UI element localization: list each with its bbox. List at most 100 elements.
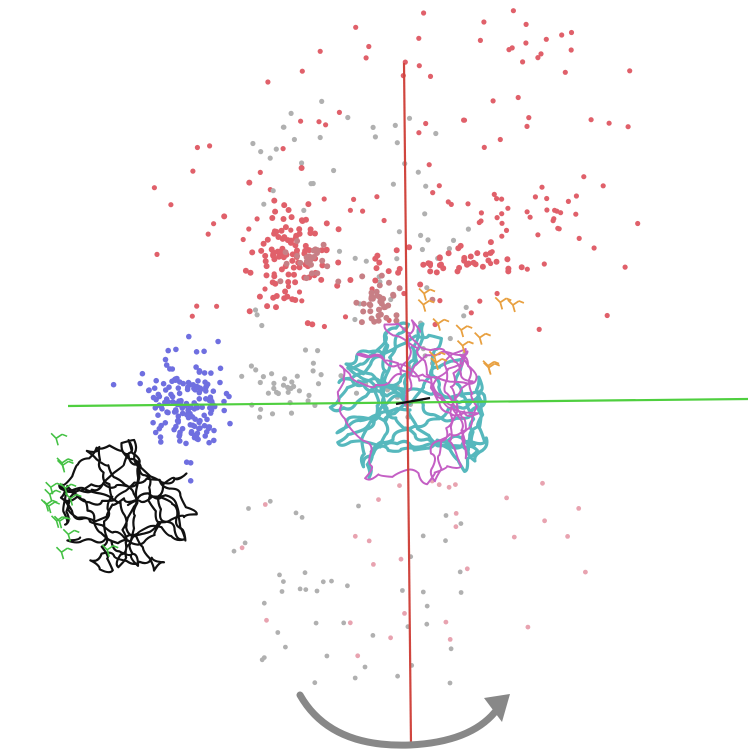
grey-particle (394, 256, 400, 262)
red-particle (448, 201, 454, 207)
grey-particle (415, 169, 421, 175)
red-particle (467, 253, 474, 260)
blue-particle (183, 459, 190, 466)
grey-particle (406, 115, 413, 121)
red-particle (257, 169, 263, 175)
grey-particle (420, 533, 426, 539)
rose-particle (294, 252, 301, 259)
grey-particle (331, 167, 337, 174)
blue-particle (157, 434, 164, 440)
rose-particle (375, 312, 382, 319)
red-particle (381, 217, 387, 224)
red-particle (523, 21, 529, 27)
red-particle (523, 40, 529, 46)
grey-particle (424, 285, 430, 291)
grey-particle (275, 390, 281, 397)
red-particle (285, 207, 292, 213)
blue-particle (177, 438, 183, 444)
pink-particle (262, 502, 268, 507)
blue-particle (188, 428, 195, 435)
red-particle (373, 265, 380, 272)
rose-particle (359, 273, 366, 280)
grey-particle (341, 620, 347, 626)
rose-particle (378, 272, 385, 279)
blue-particle (199, 404, 205, 411)
grey-particle (315, 348, 321, 354)
grey-particle (446, 246, 452, 252)
red-particle (281, 234, 288, 241)
rose-particle (376, 306, 382, 313)
blue-particle (193, 364, 199, 370)
red-particle (336, 109, 342, 115)
red-particle (214, 303, 220, 309)
grey-particle (315, 381, 322, 387)
grey-particle (248, 363, 254, 369)
blue-particle (217, 379, 223, 386)
red-particle (543, 36, 549, 42)
red-particle (503, 227, 510, 233)
ligand-stick (455, 324, 473, 338)
red-particle (536, 326, 542, 332)
blue-particle (208, 370, 214, 376)
ligand-stick (432, 317, 450, 331)
ligand-stick (43, 500, 61, 514)
red-particle (281, 202, 288, 209)
pink-particle (398, 556, 404, 562)
origin-marker (395, 396, 431, 406)
grey-particle (392, 122, 398, 128)
grey-particle (293, 510, 299, 516)
grey-particle (352, 675, 358, 681)
blue-particle (197, 425, 203, 431)
pink-particle (376, 497, 381, 502)
red-particle (293, 232, 300, 239)
red-particle (363, 55, 369, 61)
red-particle (342, 314, 349, 320)
ligand-stick (55, 546, 73, 560)
red-particle (278, 266, 285, 273)
blue-particle (221, 398, 227, 405)
cyan-protein-ribbon (328, 321, 489, 480)
red-particle (321, 323, 327, 330)
red-particle (568, 29, 575, 36)
red-particle (472, 261, 479, 268)
ligand-stick (53, 515, 71, 529)
red-particle (504, 256, 511, 263)
red-particle (316, 119, 322, 125)
red-particle (423, 120, 429, 127)
grey-particle (285, 389, 291, 395)
grey-particle (317, 134, 323, 141)
blue-particle (175, 413, 182, 420)
rose-particle (368, 289, 375, 296)
grey-particle (447, 680, 453, 686)
red-particle (393, 247, 400, 254)
blue-particle (137, 380, 143, 387)
red-particle (576, 235, 582, 241)
red-particle (509, 45, 515, 51)
grey-particle (261, 600, 267, 606)
blue-particle (173, 423, 179, 430)
red-particle (481, 144, 487, 150)
grey-particle (418, 232, 424, 238)
red-particle (544, 195, 550, 202)
grey-particle (390, 181, 396, 187)
red-particle (292, 279, 299, 286)
ligand-stick (64, 492, 82, 506)
grey-particle (301, 207, 307, 213)
red-particle (294, 247, 300, 254)
red-particle (552, 207, 558, 213)
red-particle (588, 117, 594, 123)
ligand-stick (56, 457, 74, 471)
red-particle (544, 207, 550, 213)
red-particle (627, 68, 633, 74)
red-particle (247, 269, 254, 276)
red-particle (436, 255, 443, 262)
red-particle (270, 252, 277, 259)
pink-particle (239, 545, 245, 551)
blue-particle (217, 365, 224, 372)
red-particle (189, 313, 195, 319)
red-particle (304, 320, 311, 327)
grey-particle (288, 410, 295, 416)
red-particle (264, 236, 271, 243)
red-particle (499, 211, 505, 217)
red-particle (296, 226, 303, 233)
